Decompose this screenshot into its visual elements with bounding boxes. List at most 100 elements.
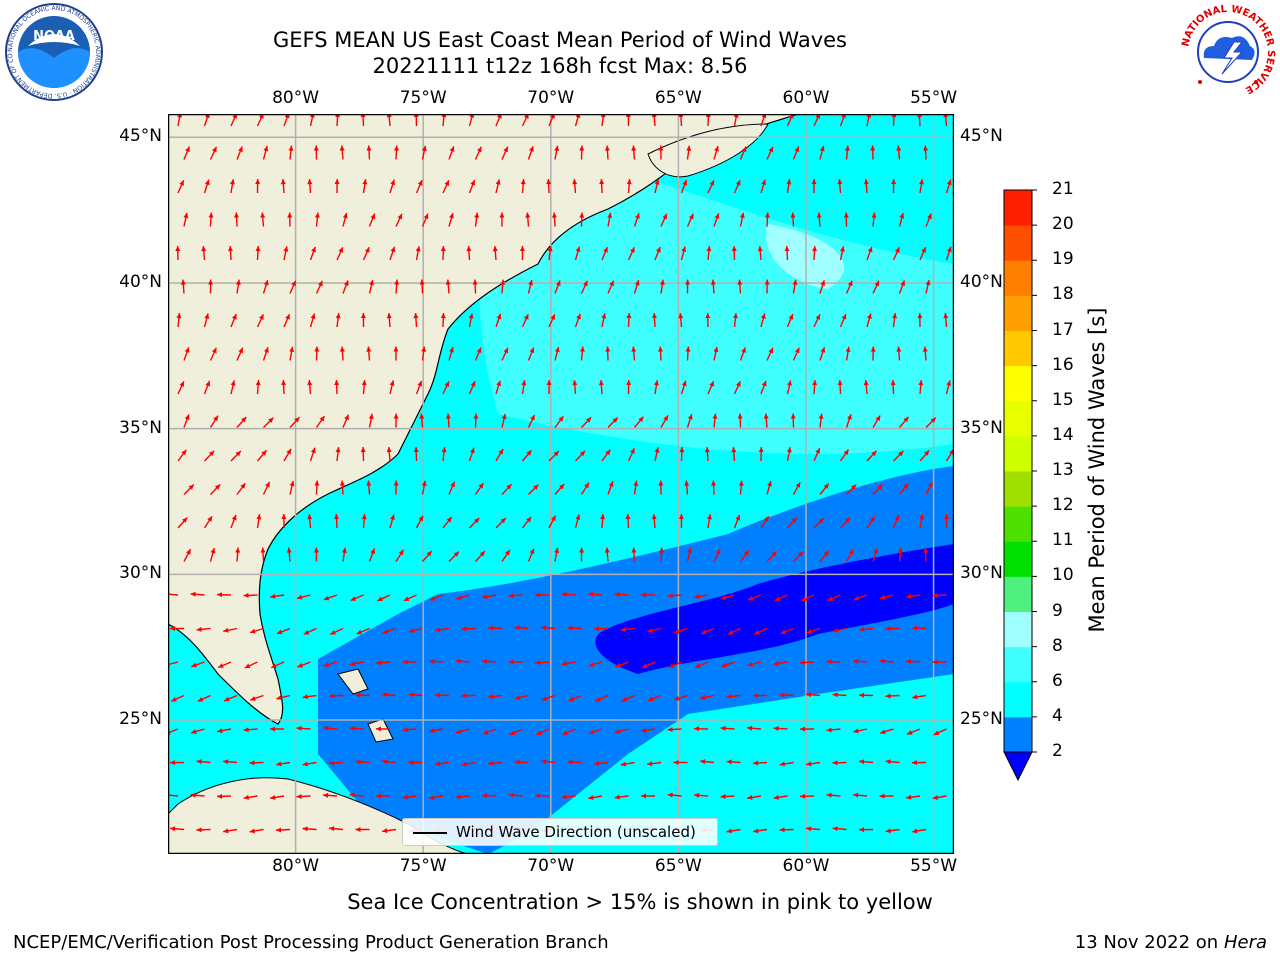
lat-tick-label-right: 35°N (960, 417, 1003, 438)
wind-arrow (366, 480, 372, 495)
wind-arrow (779, 761, 794, 767)
wind-arrow (520, 178, 526, 194)
wind-arrow (713, 145, 719, 160)
wind-arrow (366, 145, 372, 160)
lon-tick-label-bottom: 60°W (782, 856, 830, 876)
wind-arrow (492, 245, 498, 261)
wind-arrow (381, 692, 397, 698)
wind-arrow (710, 279, 716, 294)
wind-arrow (764, 279, 770, 294)
wind-arrow (296, 725, 311, 731)
colorbar-tick-label: 21 (1052, 179, 1074, 199)
wind-arrow (393, 145, 399, 160)
wind-arrow (280, 178, 286, 194)
wind-arrow (792, 347, 800, 361)
wind-arrow (330, 627, 344, 636)
wind-arrow (196, 626, 211, 632)
wind-arrow (375, 726, 391, 732)
wind-arrow (707, 380, 715, 395)
wind-arrow (813, 447, 821, 462)
wind-arrow (355, 692, 370, 698)
wind-arrow (919, 449, 930, 462)
wind-arrow (706, 514, 712, 529)
wind-arrow (871, 212, 877, 227)
wind-arrow (177, 179, 185, 194)
wind-arrow (766, 347, 774, 361)
wind-arrow (792, 146, 800, 160)
wind-arrow (309, 246, 316, 261)
colorbar-segment (1004, 716, 1032, 753)
wind-arrow (421, 145, 427, 160)
wind-arrow (495, 517, 507, 529)
colorbar (1003, 189, 1037, 782)
wind-arrow (501, 549, 511, 562)
wind-arrow (713, 213, 720, 227)
wind-arrow (323, 594, 338, 601)
wind-arrow (832, 627, 847, 633)
lat-tick-label-right: 45°N (960, 126, 1003, 147)
wind-arrow (898, 416, 910, 428)
wind-arrow (236, 482, 246, 495)
wind-arrow (394, 279, 400, 294)
wind-arrow (474, 212, 480, 227)
wind-arrow (180, 279, 186, 294)
wind-arrow (839, 449, 850, 462)
wind-arrow (474, 347, 482, 361)
wind-arrow (678, 312, 684, 328)
wind-arrow (579, 212, 585, 227)
wind-arrow (653, 380, 659, 395)
wind-arrow (943, 312, 949, 328)
wind-arrow (893, 450, 904, 462)
colorbar-tick-label: 2 (1052, 741, 1063, 761)
wind-arrow (919, 514, 925, 529)
wind-arrow (839, 246, 845, 261)
colorbar-segment (1004, 295, 1032, 331)
wind-arrow (236, 416, 247, 428)
wind-arrow (641, 727, 656, 733)
wind-arrow (766, 550, 778, 562)
wind-arrow (468, 313, 474, 328)
wind-arrow (693, 792, 709, 798)
wind-arrow (389, 514, 395, 529)
wind-arrow (408, 627, 423, 634)
wind-arrow (281, 379, 287, 395)
nws-logo: NATIONAL WEATHER SERVICE (1180, 4, 1276, 100)
wind-arrow (368, 548, 376, 562)
wind-arrow (341, 547, 347, 562)
wind-arrow (541, 759, 556, 765)
wind-arrow (527, 548, 535, 562)
wind-arrow (786, 380, 792, 395)
wind-arrow (360, 446, 366, 462)
colorbar-tick-label: 12 (1052, 495, 1074, 516)
wind-arrow (314, 480, 320, 495)
wind-arrow (827, 594, 841, 602)
wind-arrow (421, 346, 427, 361)
wind-arrow (276, 694, 291, 701)
wind-arrow (554, 145, 560, 160)
wind-arrow (660, 213, 668, 227)
wind-arrow (255, 379, 261, 395)
wind-arrow (819, 550, 830, 562)
wind-arrow (474, 482, 485, 495)
wind-arrow (375, 793, 391, 799)
wind-arrow (763, 413, 769, 428)
wind-arrow (495, 380, 502, 395)
colorbar-tick-label: 19 (1052, 249, 1074, 270)
wind-arrow (773, 726, 788, 731)
lat-tick-label-left: 25°N (119, 708, 162, 729)
wind-arrow (733, 380, 741, 395)
wind-arrow (262, 481, 271, 495)
wind-arrow (620, 761, 635, 767)
wind-arrow (508, 659, 523, 665)
wind-arrow (945, 179, 952, 194)
wind-arrow (686, 413, 693, 428)
wind-arrow (527, 414, 536, 428)
wind-arrow (339, 480, 345, 495)
wind-arrow (177, 517, 188, 529)
wind-arrow (925, 417, 937, 428)
wind-arrow (196, 827, 211, 833)
wind-arrow (223, 627, 238, 633)
wind-arrow (177, 449, 187, 462)
wind-arrow (183, 484, 195, 495)
colorbar-tick-label: 17 (1052, 319, 1074, 340)
